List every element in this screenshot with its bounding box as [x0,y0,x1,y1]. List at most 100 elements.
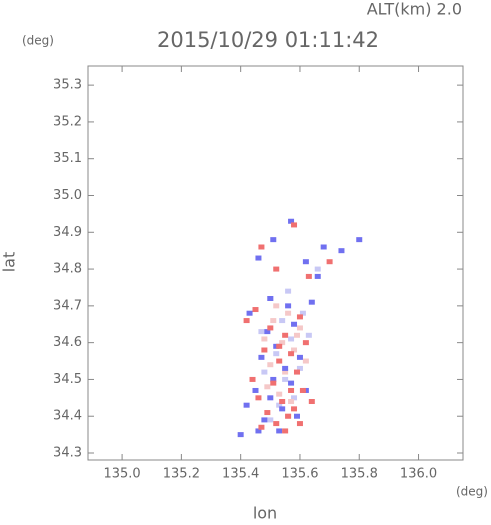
data-point [267,417,274,423]
data-point [285,413,292,419]
data-point [293,332,300,338]
data-point [314,273,321,279]
data-point [261,369,268,375]
data-point [285,303,292,309]
data-point [302,259,309,265]
data-point [296,314,303,320]
y-tick-label: 35.0 [53,188,82,203]
data-point [267,296,274,302]
data-point [338,248,345,254]
data-point [285,288,292,294]
data-point [264,384,271,390]
y-tick-label: 34.6 [53,335,82,350]
data-point [296,354,303,360]
data-point [308,299,315,305]
data-point [267,362,274,368]
data-point [243,318,250,324]
y-axis-label: lat [0,252,19,273]
data-point [279,399,286,405]
data-point [270,376,277,382]
y-tick-label: 34.9 [53,225,82,240]
y-tick-label: 35.2 [53,114,82,129]
data-point [288,336,295,342]
data-point [270,380,277,386]
data-point [237,432,244,438]
data-point [282,332,289,338]
data-point [282,376,289,382]
data-point [288,218,295,224]
data-point [273,303,280,309]
data-point [243,402,250,408]
data-point [279,406,286,412]
data-point [296,325,303,331]
data-point [255,428,262,434]
data-point [276,358,283,364]
data-point [246,310,253,316]
data-point [288,351,295,357]
data-point [258,244,265,250]
y-tick-label: 34.5 [53,372,82,387]
data-point [255,395,262,401]
data-point [279,340,286,346]
data-point [273,421,280,427]
y-unit: (deg) [22,34,54,48]
data-point [326,259,333,265]
data-point [264,329,271,335]
y-tick-label: 34.4 [53,409,82,424]
data-point [270,237,277,243]
data-point [285,310,292,316]
x-unit: (deg) [456,485,488,499]
data-point [305,273,312,279]
data-point [291,347,298,353]
data-point [293,369,300,375]
x-tick-label: 135.0 [103,467,140,482]
data-point [261,336,268,342]
data-point [299,310,306,316]
data-point [296,421,303,427]
data-point [282,365,289,371]
data-point [305,332,312,338]
x-axis-label: lon [253,504,277,522]
x-tick-label: 135.8 [341,467,378,482]
data-point [314,266,321,272]
data-point [288,387,295,393]
data-point [293,413,300,419]
data-point [258,329,265,335]
data-point [302,340,309,346]
data-point [258,354,265,360]
data-point [291,321,298,327]
x-tick-label: 136.0 [400,467,437,482]
data-point [276,391,283,397]
x-tick-label: 135.4 [222,467,259,482]
data-point [261,417,268,423]
data-point [261,347,268,353]
data-point [291,395,298,401]
data-point [288,380,295,386]
data-point [273,351,280,357]
data-point [255,255,262,261]
data-point [302,358,309,364]
data-point [291,406,298,412]
y-tick-label: 34.8 [53,262,82,277]
data-point [320,244,327,250]
x-tick-label: 135.2 [163,467,200,482]
data-point [249,376,256,382]
data-point [356,237,363,243]
x-tick-label: 135.6 [281,467,318,482]
data-point [258,424,265,430]
data-point [296,365,303,371]
y-tick-label: 34.3 [53,446,82,461]
data-point [291,222,298,228]
data-point [288,399,295,405]
chart-title: 2015/10/29 01:11:42 [157,28,379,52]
data-point [252,387,259,393]
data-point [279,318,286,324]
data-point [267,395,274,401]
data-point [276,343,283,349]
data-point [273,266,280,272]
data-point [267,325,274,331]
plot-frame [87,65,464,461]
data-point [308,399,315,405]
y-tick-label: 34.7 [53,298,82,313]
